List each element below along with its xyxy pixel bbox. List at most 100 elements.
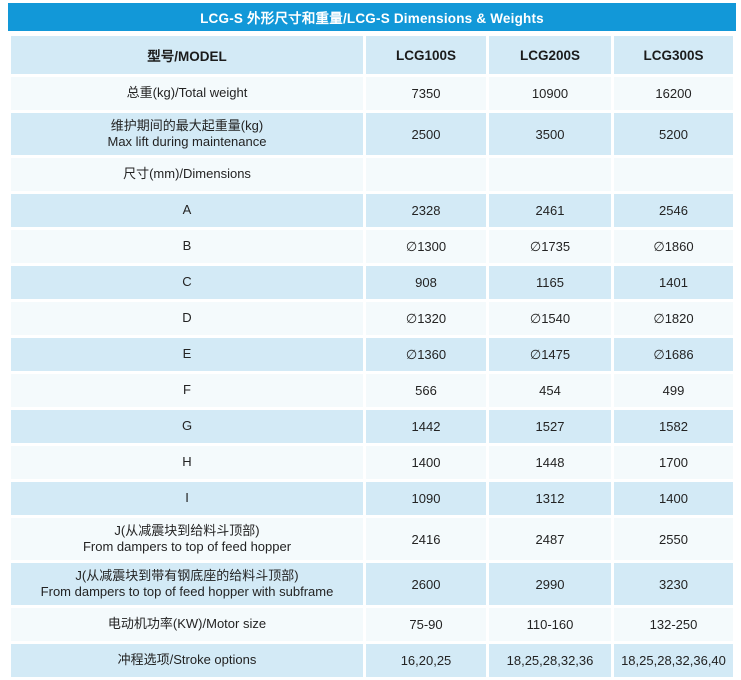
row-label: 维护期间的最大起重量(kg) Max lift during maintenanc… bbox=[11, 113, 363, 155]
row-label: I bbox=[11, 482, 363, 515]
row-label-line1: G bbox=[181, 418, 193, 434]
row-label: B bbox=[11, 230, 363, 263]
value-cell: 18,25,28,32,36,40 bbox=[614, 644, 733, 677]
table-row: 总重(kg)/Total weight 7350 10900 16200 bbox=[11, 77, 733, 110]
table-row: 电动机功率(KW)/Motor size 75-90 110-160 132-250 bbox=[11, 608, 733, 641]
value-cell: 1442 bbox=[366, 410, 486, 443]
table-row: C 908 1165 1401 bbox=[11, 266, 733, 299]
row-label-line1: 尺寸(mm)/Dimensions bbox=[123, 166, 251, 182]
row-label-line1: H bbox=[182, 454, 192, 470]
table-row: 尺寸(mm)/Dimensions bbox=[11, 158, 733, 191]
column-header-lcg300s: LCG300S bbox=[614, 36, 733, 74]
table-row: 维护期间的最大起重量(kg) Max lift during maintenanc… bbox=[11, 113, 733, 155]
row-label: J(从减震块到带有钢底座的给料斗顶部) From dampers to top o… bbox=[11, 563, 363, 605]
value-cell: 566 bbox=[366, 374, 486, 407]
value-cell: ∅1860 bbox=[614, 230, 733, 263]
value-cell: 2990 bbox=[489, 563, 611, 605]
value-cell: 1400 bbox=[366, 446, 486, 479]
column-header-lcg200s: LCG200S bbox=[489, 36, 611, 74]
value-cell: 2328 bbox=[366, 194, 486, 227]
row-label: 电动机功率(KW)/Motor size bbox=[11, 608, 363, 641]
table-row: B ∅1300 ∅1735 ∅1860 bbox=[11, 230, 733, 263]
value-cell: ∅1300 bbox=[366, 230, 486, 263]
row-label-line1: J(从减震块到带有钢底座的给料斗顶部) bbox=[75, 567, 299, 583]
value-cell: 1090 bbox=[366, 482, 486, 515]
value-cell: 1700 bbox=[614, 446, 733, 479]
row-label: D bbox=[11, 302, 363, 335]
row-label-line2: From dampers to top of feed hopper bbox=[82, 539, 292, 554]
row-label: 尺寸(mm)/Dimensions bbox=[11, 158, 363, 191]
table-row: A 2328 2461 2546 bbox=[11, 194, 733, 227]
row-label-line1: J(从减震块到给料斗顶部) bbox=[114, 522, 260, 538]
spec-sheet-page: LCG-S 外形尺寸和重量/LCG-S Dimensions & Weights… bbox=[8, 3, 736, 677]
value-cell: 110-160 bbox=[489, 608, 611, 641]
row-label: F bbox=[11, 374, 363, 407]
value-cell: 1312 bbox=[489, 482, 611, 515]
value-cell bbox=[366, 158, 486, 191]
row-label-line1: D bbox=[182, 310, 192, 326]
value-cell: ∅1320 bbox=[366, 302, 486, 335]
value-cell: 2550 bbox=[614, 518, 733, 560]
table-row: H 1400 1448 1700 bbox=[11, 446, 733, 479]
value-cell: 1527 bbox=[489, 410, 611, 443]
table-title-bar: LCG-S 外形尺寸和重量/LCG-S Dimensions & Weights bbox=[8, 3, 736, 31]
value-cell: 2500 bbox=[366, 113, 486, 155]
value-cell: 3230 bbox=[614, 563, 733, 605]
value-cell: ∅1475 bbox=[489, 338, 611, 371]
value-cell: 2416 bbox=[366, 518, 486, 560]
value-cell: 2600 bbox=[366, 563, 486, 605]
value-cell: 1582 bbox=[614, 410, 733, 443]
value-cell: 1165 bbox=[489, 266, 611, 299]
value-cell: 18,25,28,32,36 bbox=[489, 644, 611, 677]
table-row: E ∅1360 ∅1475 ∅1686 bbox=[11, 338, 733, 371]
row-label: C bbox=[11, 266, 363, 299]
value-cell: 908 bbox=[366, 266, 486, 299]
table-row: D ∅1320 ∅1540 ∅1820 bbox=[11, 302, 733, 335]
row-label-line1: B bbox=[182, 238, 192, 254]
row-label-line1: C bbox=[182, 274, 192, 290]
value-cell: 3500 bbox=[489, 113, 611, 155]
value-cell: 10900 bbox=[489, 77, 611, 110]
row-label-line2: Max lift during maintenance bbox=[107, 134, 267, 149]
row-label-line1: 电动机功率(KW)/Motor size bbox=[107, 616, 267, 632]
value-cell bbox=[489, 158, 611, 191]
value-cell bbox=[614, 158, 733, 191]
value-cell: 2487 bbox=[489, 518, 611, 560]
value-cell: ∅1735 bbox=[489, 230, 611, 263]
dimensions-weights-table: 型号/MODEL LCG100S LCG200S LCG300S 总重(kg)/Tot… bbox=[8, 33, 736, 680]
table-header-row: 型号/MODEL LCG100S LCG200S LCG300S bbox=[11, 36, 733, 74]
row-label: 总重(kg)/Total weight bbox=[11, 77, 363, 110]
row-label-line1: I bbox=[185, 490, 189, 506]
table-row: I 1090 1312 1400 bbox=[11, 482, 733, 515]
row-label-line1: 总重(kg)/Total weight bbox=[126, 85, 248, 101]
value-cell: 132-250 bbox=[614, 608, 733, 641]
table-row: F 566 454 499 bbox=[11, 374, 733, 407]
value-cell: 2546 bbox=[614, 194, 733, 227]
table-title: LCG-S 外形尺寸和重量/LCG-S Dimensions & Weights bbox=[200, 11, 544, 26]
row-label-line1: A bbox=[182, 202, 192, 218]
value-cell: 1448 bbox=[489, 446, 611, 479]
value-cell: ∅1820 bbox=[614, 302, 733, 335]
row-label: J(从减震块到给料斗顶部) From dampers to top of feed… bbox=[11, 518, 363, 560]
value-cell: 499 bbox=[614, 374, 733, 407]
value-cell: ∅1540 bbox=[489, 302, 611, 335]
value-cell: 7350 bbox=[366, 77, 486, 110]
row-label: H bbox=[11, 446, 363, 479]
row-label: E bbox=[11, 338, 363, 371]
row-label-line1: 维护期间的最大起重量(kg) bbox=[110, 117, 264, 133]
value-cell: 1400 bbox=[614, 482, 733, 515]
row-label-line2: From dampers to top of feed hopper with … bbox=[40, 584, 334, 599]
value-cell: 2461 bbox=[489, 194, 611, 227]
value-cell: ∅1360 bbox=[366, 338, 486, 371]
value-cell: 1401 bbox=[614, 266, 733, 299]
column-header-lcg100s: LCG100S bbox=[366, 36, 486, 74]
table-row: 冲程选项/Stroke options 16,20,25 18,25,28,32,3… bbox=[11, 644, 733, 677]
table-row: J(从减震块到给料斗顶部) From dampers to top of feed… bbox=[11, 518, 733, 560]
value-cell: 454 bbox=[489, 374, 611, 407]
row-label: G bbox=[11, 410, 363, 443]
value-cell: 16200 bbox=[614, 77, 733, 110]
column-header-model: 型号/MODEL bbox=[11, 36, 363, 74]
row-label: A bbox=[11, 194, 363, 227]
table-row: J(从减震块到带有钢底座的给料斗顶部) From dampers to top o… bbox=[11, 563, 733, 605]
value-cell: 16,20,25 bbox=[366, 644, 486, 677]
